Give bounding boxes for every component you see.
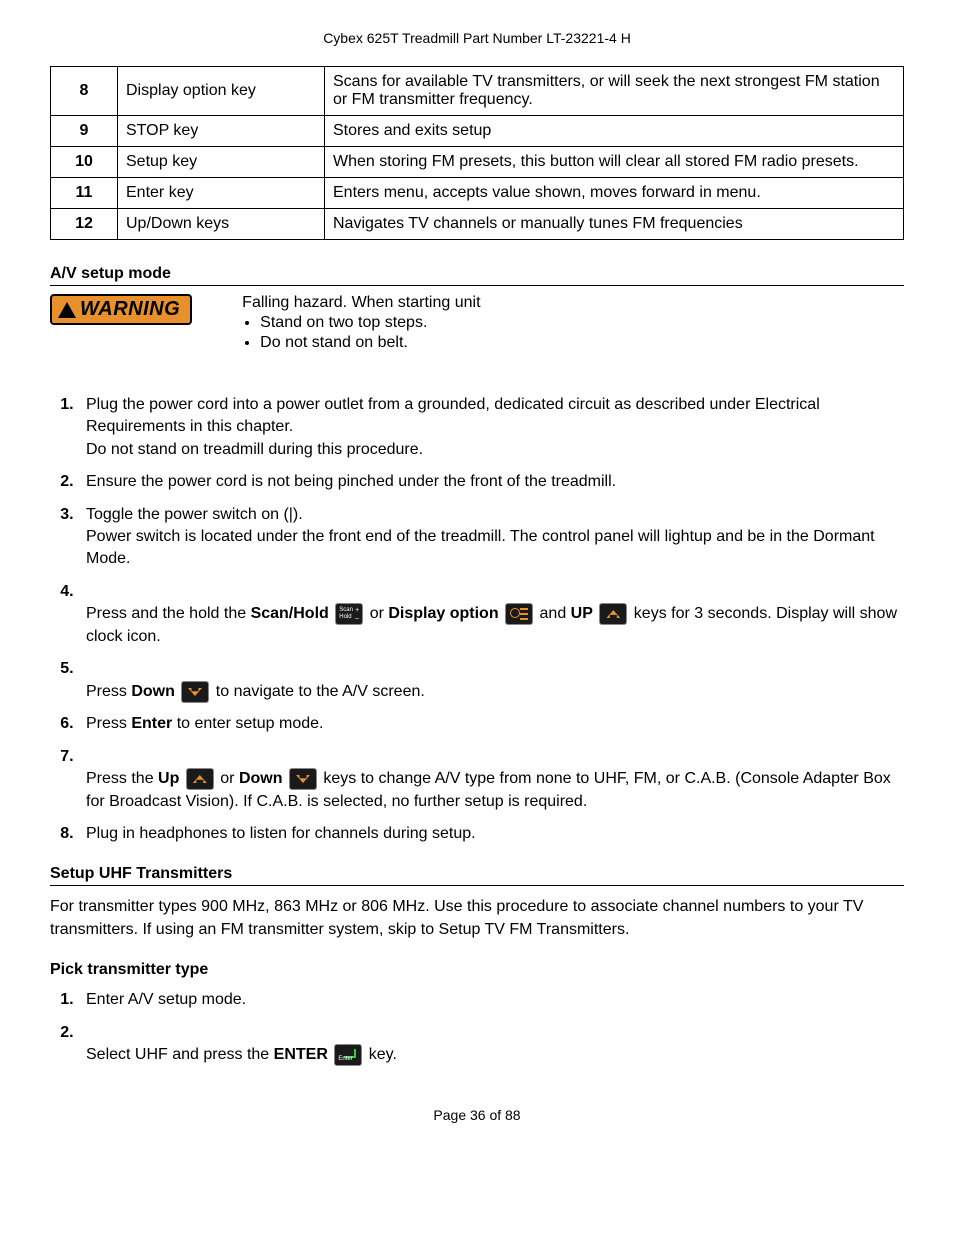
key-name: Setup key bbox=[118, 147, 325, 178]
display-option-key-icon bbox=[505, 603, 533, 625]
pick-step-2: Select UHF and press the ENTER key. bbox=[78, 1022, 904, 1067]
key-description: Scans for available TV transmitters, or … bbox=[325, 67, 904, 116]
table-row: 12Up/Down keysNavigates TV channels or m… bbox=[51, 209, 904, 240]
key-name: Up/Down keys bbox=[118, 209, 325, 240]
scan-hold-label: Scan/Hold bbox=[251, 605, 329, 622]
down-label: Down bbox=[131, 683, 175, 700]
scan-hold-key-icon bbox=[335, 603, 363, 625]
page-footer: Page 36 of 88 bbox=[50, 1107, 904, 1123]
key-name: Display option key bbox=[118, 67, 325, 116]
key-description: Stores and exits setup bbox=[325, 116, 904, 147]
step-text: or bbox=[220, 770, 239, 787]
warning-bullet: Do not stand on belt. bbox=[260, 334, 480, 352]
step-text: Press the bbox=[86, 770, 158, 787]
warning-triangle-icon bbox=[58, 302, 76, 318]
down-label: Down bbox=[239, 770, 283, 787]
key-number: 10 bbox=[51, 147, 118, 178]
key-description: Navigates TV channels or manually tunes … bbox=[325, 209, 904, 240]
key-number: 9 bbox=[51, 116, 118, 147]
step-text: Toggle the power switch on (|). bbox=[86, 506, 303, 523]
step-1: Plug the power cord into a power outlet … bbox=[78, 394, 904, 461]
up-key-icon bbox=[186, 768, 214, 790]
key-number: 8 bbox=[51, 67, 118, 116]
step-text: Select UHF and press the bbox=[86, 1046, 274, 1063]
step-text: to enter setup mode. bbox=[172, 715, 323, 732]
warning-bullet: Stand on two top steps. bbox=[260, 314, 480, 332]
step-text: Power switch is located under the front … bbox=[86, 528, 875, 567]
step-text: Press bbox=[86, 683, 131, 700]
key-number: 12 bbox=[51, 209, 118, 240]
heading-uhf: Setup UHF Transmitters bbox=[50, 865, 904, 886]
up-key-icon bbox=[599, 603, 627, 625]
display-option-label: Display option bbox=[388, 605, 498, 622]
step-8: Plug in headphones to listen for channel… bbox=[78, 823, 904, 845]
step-text: or bbox=[370, 605, 389, 622]
key-number: 11 bbox=[51, 178, 118, 209]
heading-pick-transmitter: Pick transmitter type bbox=[50, 961, 904, 981]
step-6: Press Enter to enter setup mode. bbox=[78, 713, 904, 735]
key-name: STOP key bbox=[118, 116, 325, 147]
key-reference-table: 8Display option keyScans for available T… bbox=[50, 66, 904, 240]
step-text: Plug the power cord into a power outlet … bbox=[86, 396, 820, 435]
down-key-icon bbox=[181, 681, 209, 703]
step-4: Press and the hold the Scan/Hold or Disp… bbox=[78, 581, 904, 648]
warning-lead: Falling hazard. When starting unit bbox=[242, 294, 480, 311]
uhf-paragraph: For transmitter types 900 MHz, 863 MHz o… bbox=[50, 896, 904, 941]
table-row: 11Enter keyEnters menu, accepts value sh… bbox=[51, 178, 904, 209]
step-text: to navigate to the A/V screen. bbox=[216, 683, 425, 700]
warning-block: WARNING Falling hazard. When starting un… bbox=[50, 294, 904, 354]
pick-step-1: Enter A/V setup mode. bbox=[78, 989, 904, 1011]
pick-transmitter-steps: Enter A/V setup mode. Select UHF and pre… bbox=[50, 989, 904, 1066]
doc-header: Cybex 625T Treadmill Part Number LT-2322… bbox=[50, 30, 904, 46]
heading-av-setup: A/V setup mode bbox=[50, 265, 904, 286]
av-setup-steps: Plug the power cord into a power outlet … bbox=[50, 394, 904, 845]
step-3: Toggle the power switch on (|). Power sw… bbox=[78, 504, 904, 571]
step-text: key. bbox=[369, 1046, 397, 1063]
step-text: and bbox=[540, 605, 571, 622]
step-5: Press Down to navigate to the A/V screen… bbox=[78, 658, 904, 703]
step-text: Press bbox=[86, 715, 131, 732]
step-text: Press and the hold the bbox=[86, 605, 251, 622]
enter-label: ENTER bbox=[274, 1046, 328, 1063]
down-key-icon bbox=[289, 768, 317, 790]
warning-label: WARNING bbox=[80, 298, 180, 321]
warning-text: Falling hazard. When starting unit Stand… bbox=[242, 294, 480, 354]
up-label: Up bbox=[158, 770, 179, 787]
table-row: 10Setup keyWhen storing FM presets, this… bbox=[51, 147, 904, 178]
key-name: Enter key bbox=[118, 178, 325, 209]
table-row: 9STOP keyStores and exits setup bbox=[51, 116, 904, 147]
key-description: When storing FM presets, this button wil… bbox=[325, 147, 904, 178]
step-7: Press the Up or Down keys to change A/V … bbox=[78, 746, 904, 813]
enter-key-icon bbox=[334, 1044, 362, 1066]
table-row: 8Display option keyScans for available T… bbox=[51, 67, 904, 116]
step-2: Ensure the power cord is not being pinch… bbox=[78, 471, 904, 493]
warning-badge: WARNING bbox=[50, 294, 192, 325]
key-description: Enters menu, accepts value shown, moves … bbox=[325, 178, 904, 209]
up-label: UP bbox=[571, 605, 593, 622]
step-text: Do not stand on treadmill during this pr… bbox=[86, 441, 423, 458]
enter-label: Enter bbox=[131, 715, 172, 732]
